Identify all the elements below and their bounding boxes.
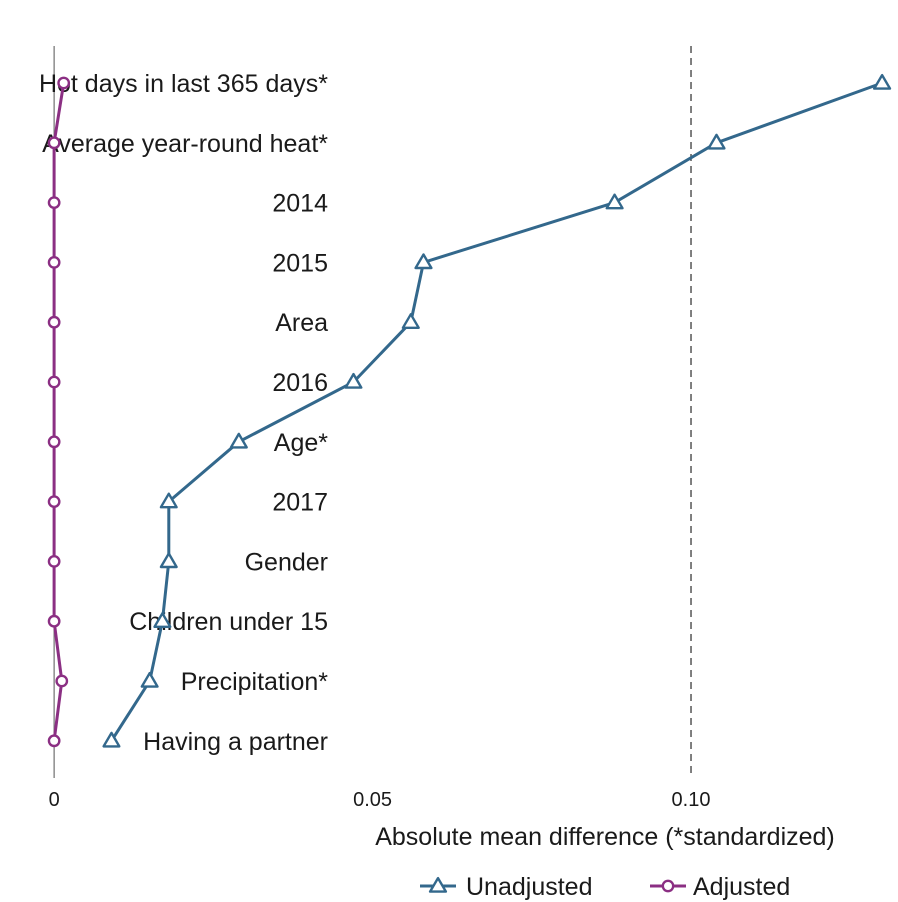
data-point <box>47 495 61 508</box>
data-point <box>47 255 61 269</box>
category-label: Having a partner <box>143 728 328 756</box>
data-point <box>47 196 61 210</box>
category-label: Average year-round heat* <box>42 130 328 158</box>
category-label: 2015 <box>272 249 328 277</box>
category-label: 2014 <box>272 190 328 218</box>
data-point <box>159 492 178 509</box>
data-point <box>605 193 624 210</box>
category-label: 2017 <box>272 489 328 517</box>
x-tick-label: 0.10 <box>672 789 711 811</box>
data-point <box>55 674 69 688</box>
x-tick-labels: 0 0.05 0.10 <box>49 789 711 811</box>
category-label: Age* <box>274 429 328 457</box>
data-point <box>873 73 892 90</box>
legend-item-adjusted: Adjusted <box>650 873 790 901</box>
category-labels: Hot days in last 365 days* Average year-r… <box>39 70 328 756</box>
x-axis-label: Absolute mean difference (*standardized) <box>375 823 835 851</box>
category-label: Gender <box>245 548 328 576</box>
category-label: 2016 <box>272 369 328 397</box>
category-label: Hot days in last 365 days* <box>39 70 328 98</box>
data-point <box>47 375 61 389</box>
data-point <box>414 253 433 270</box>
legend-marker <box>428 876 448 893</box>
category-label: Area <box>275 309 328 337</box>
data-point <box>47 136 61 150</box>
category-label: Precipitation* <box>181 668 329 696</box>
x-tick-label: 0.05 <box>353 789 392 811</box>
data-point <box>344 372 363 389</box>
data-point <box>102 731 121 748</box>
series-unadjusted <box>102 73 892 748</box>
data-point <box>159 552 178 569</box>
legend-label: Adjusted <box>693 873 790 901</box>
data-point <box>47 435 61 449</box>
data-point <box>229 432 248 449</box>
series-line <box>52 82 66 741</box>
x-tick-label: 0 <box>49 789 60 811</box>
series-adjusted <box>47 76 71 748</box>
legend: Unadjusted Adjusted <box>420 873 790 901</box>
data-point <box>707 133 726 150</box>
data-point <box>47 614 61 628</box>
legend-label: Unadjusted <box>466 873 592 901</box>
series-line <box>110 81 883 742</box>
data-point <box>47 315 61 329</box>
series-layer <box>47 73 892 748</box>
data-point <box>47 555 61 568</box>
data-point <box>140 671 159 688</box>
data-point <box>401 313 420 329</box>
data-point <box>47 734 61 748</box>
legend-marker <box>661 879 675 893</box>
legend-item-unadjusted: Unadjusted <box>420 873 592 901</box>
data-point <box>153 612 172 628</box>
data-point <box>57 76 71 90</box>
